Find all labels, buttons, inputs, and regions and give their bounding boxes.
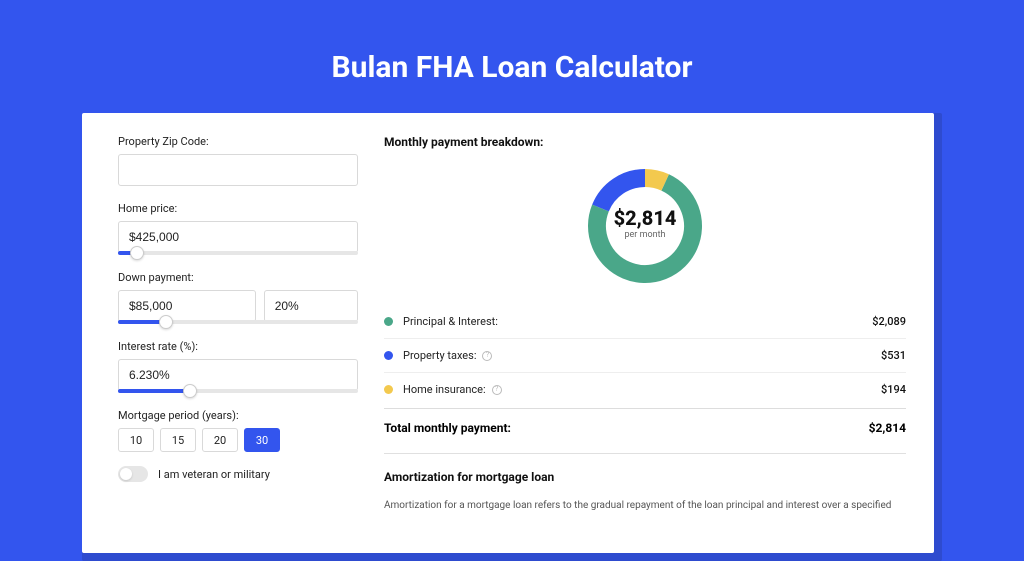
period-option-15[interactable]: 15 <box>160 428 196 452</box>
donut-amount: $2,814 <box>614 206 677 230</box>
calculator-panel: Property Zip Code: Home price: Down paym… <box>82 113 934 553</box>
amortization-title: Amortization for mortgage loan <box>384 470 906 484</box>
breakdown-label: Property taxes:? <box>403 349 881 362</box>
breakdown-value: $531 <box>881 349 906 362</box>
page-outer: Bulan FHA Loan Calculator Property Zip C… <box>0 0 1024 512</box>
period-option-20[interactable]: 20 <box>202 428 238 452</box>
form-column: Property Zip Code: Home price: Down paym… <box>118 135 358 513</box>
breakdown-column: Monthly payment breakdown: $2,814 per mo… <box>384 135 906 513</box>
price-label: Home price: <box>118 202 358 215</box>
rate-field: Interest rate (%): <box>118 340 358 393</box>
downpayment-amount-input[interactable] <box>118 290 256 322</box>
breakdown-label: Principal & Interest: <box>403 315 872 328</box>
downpayment-label: Down payment: <box>118 271 358 284</box>
panel-shadow: Property Zip Code: Home price: Down paym… <box>82 113 942 561</box>
breakdown-row: Home insurance:?$194 <box>384 373 906 406</box>
rate-input[interactable] <box>118 359 358 391</box>
breakdown-row: Property taxes:?$531 <box>384 339 906 373</box>
page-title: Bulan FHA Loan Calculator <box>0 50 1024 85</box>
price-input[interactable] <box>118 221 358 253</box>
amortization-text: Amortization for a mortgage loan refers … <box>384 498 906 513</box>
total-label: Total monthly payment: <box>384 421 869 435</box>
donut-chart: $2,814 per month <box>384 163 906 289</box>
legend-dot <box>384 351 393 360</box>
zip-input[interactable] <box>118 154 358 186</box>
slider-thumb[interactable] <box>159 315 173 329</box>
rate-slider[interactable] <box>118 389 358 393</box>
downpayment-percent-input[interactable] <box>264 290 358 322</box>
period-option-30[interactable]: 30 <box>244 428 280 452</box>
period-options: 10152030 <box>118 428 358 452</box>
zip-label: Property Zip Code: <box>118 135 358 148</box>
slider-thumb[interactable] <box>183 384 197 398</box>
amortization-section: Amortization for mortgage loan Amortizat… <box>384 453 906 513</box>
breakdown-list: Principal & Interest:$2,089Property taxe… <box>384 305 906 406</box>
breakdown-row: Principal & Interest:$2,089 <box>384 305 906 339</box>
breakdown-title: Monthly payment breakdown: <box>384 135 906 149</box>
period-label: Mortgage period (years): <box>118 409 358 422</box>
total-value: $2,814 <box>869 421 906 435</box>
period-option-10[interactable]: 10 <box>118 428 154 452</box>
breakdown-label: Home insurance:? <box>403 383 881 396</box>
price-slider[interactable] <box>118 251 358 255</box>
donut-segment <box>600 178 645 208</box>
veteran-label: I am veteran or military <box>158 468 270 481</box>
total-row: Total monthly payment: $2,814 <box>384 408 906 449</box>
slider-thumb[interactable] <box>130 246 144 260</box>
breakdown-value: $2,089 <box>872 315 906 328</box>
info-icon[interactable]: ? <box>492 385 502 395</box>
veteran-toggle[interactable] <box>118 466 148 482</box>
rate-label: Interest rate (%): <box>118 340 358 353</box>
legend-dot <box>384 385 393 394</box>
price-field: Home price: <box>118 202 358 255</box>
info-icon[interactable]: ? <box>482 351 492 361</box>
downpayment-slider[interactable] <box>118 320 358 324</box>
downpayment-field: Down payment: <box>118 271 358 324</box>
period-field: Mortgage period (years): 10152030 <box>118 409 358 452</box>
donut-sublabel: per month <box>624 230 665 240</box>
donut-segment <box>645 178 665 182</box>
zip-field: Property Zip Code: <box>118 135 358 186</box>
legend-dot <box>384 317 393 326</box>
veteran-row: I am veteran or military <box>118 466 358 482</box>
breakdown-value: $194 <box>881 383 906 396</box>
